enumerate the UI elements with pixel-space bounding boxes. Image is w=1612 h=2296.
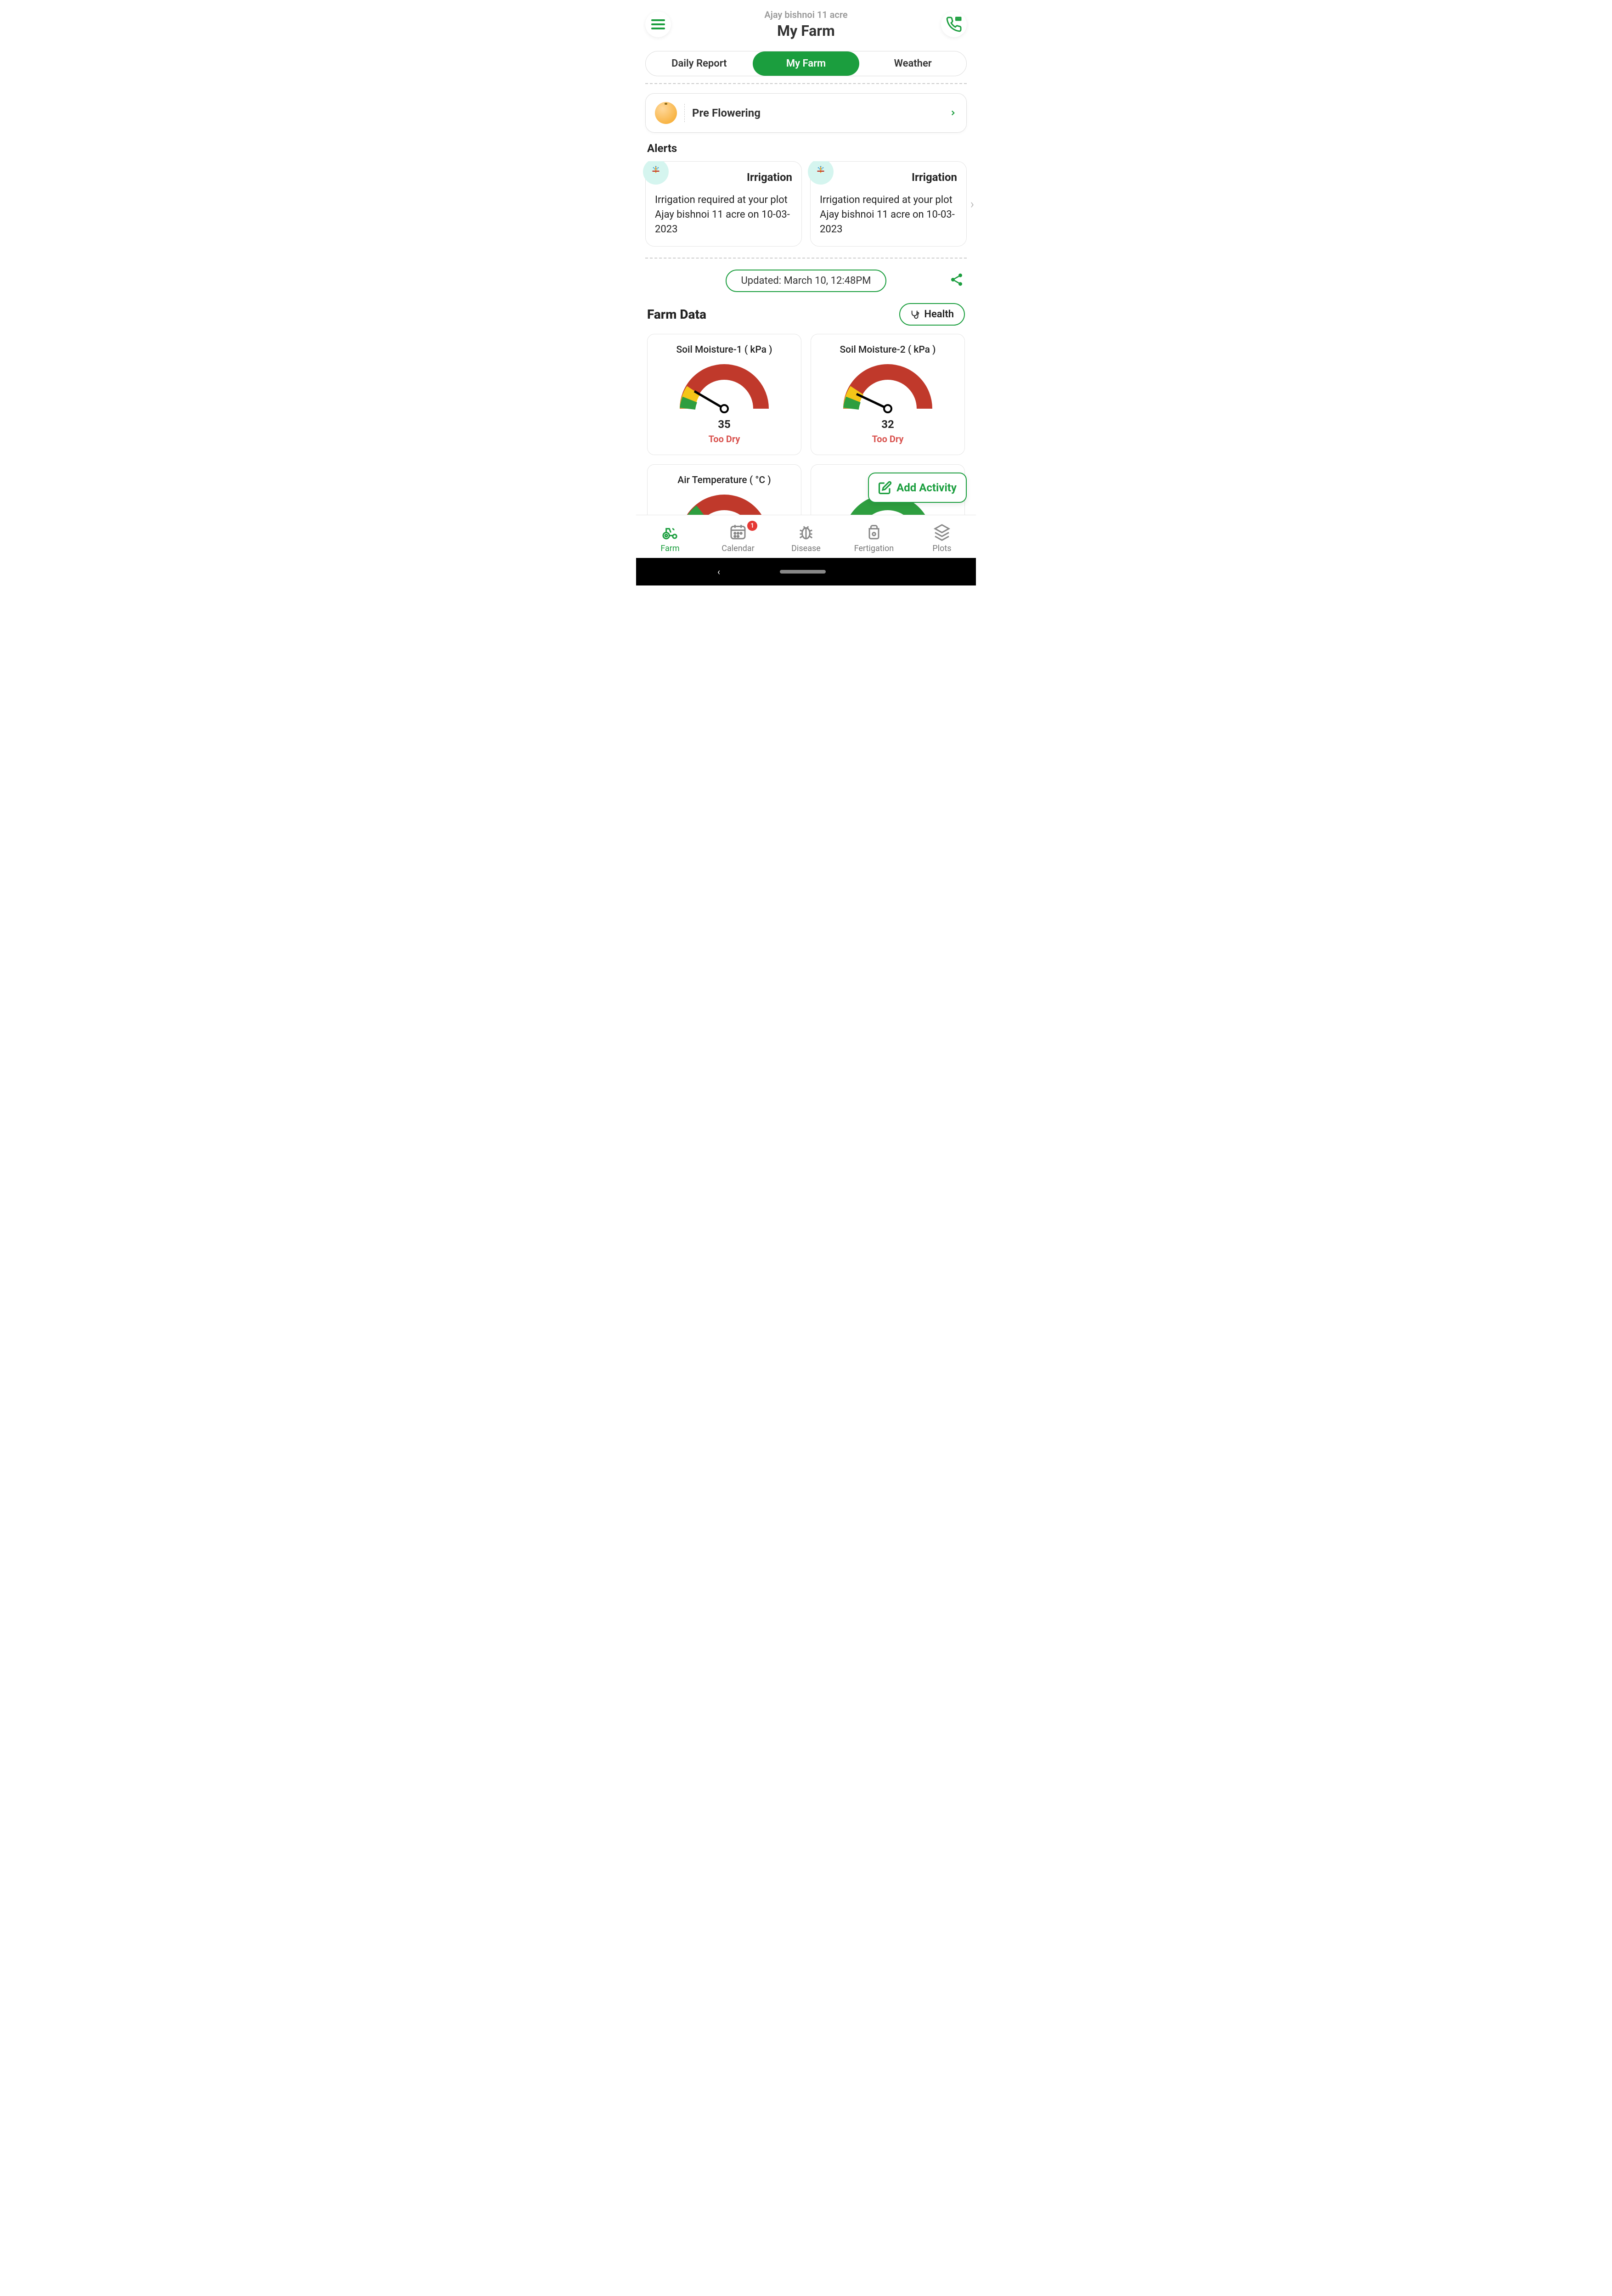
gauge-arc	[678, 363, 770, 413]
gauge-title: Air Temperature ( °C )	[656, 475, 793, 486]
nav-label: Disease	[791, 544, 821, 553]
nav-label: Fertigation	[854, 544, 894, 553]
alerts-heading: Alerts	[647, 142, 965, 155]
farm-name: Ajay bishnoi 11 acre	[671, 9, 941, 20]
gauge-card-soil-moisture-2[interactable]: Soil Moisture-2 ( kPa ) 32 Too Dry	[811, 334, 965, 455]
call-support-button[interactable]	[941, 11, 967, 37]
updated-timestamp: Updated: March 10, 12:48PM	[726, 270, 887, 292]
page-title: My Farm	[671, 22, 941, 39]
gauge-status: Too Dry	[819, 433, 956, 445]
stethoscope-icon	[910, 309, 920, 319]
gauges-grid: Soil Moisture-1 ( kPa ) 35 Too Dry Soil …	[636, 334, 976, 455]
gauge-card-air-temperature[interactable]: Air Temperature ( °C )	[647, 464, 801, 515]
view-tabs: Daily Report My Farm Weather	[645, 51, 967, 76]
carousel-next-icon[interactable]: ›	[970, 196, 974, 211]
tab-daily-report[interactable]: Daily Report	[646, 51, 753, 76]
gauge-title: Soil Moisture-1 ( kPa )	[656, 344, 793, 355]
crop-stage-card[interactable]: Pre Flowering	[645, 93, 967, 133]
nav-label: Calendar	[721, 544, 754, 553]
gauge-value: 35	[656, 418, 793, 431]
menu-button[interactable]	[645, 11, 671, 37]
alert-body: Irrigation required at your plot Ajay bi…	[820, 193, 957, 237]
chevron-right-icon	[949, 109, 957, 117]
app-header: Ajay bishnoi 11 acre My Farm	[636, 0, 976, 44]
nav-label: Farm	[660, 544, 679, 553]
gauge-arc	[842, 363, 934, 413]
health-label: Health	[924, 309, 954, 320]
add-activity-button[interactable]: Add Activity	[868, 473, 967, 503]
gauge-value: 32	[819, 418, 956, 431]
alert-title: Irrigation	[847, 171, 957, 184]
share-icon	[949, 272, 964, 287]
alert-card[interactable]: Irrigation Irrigation required at your p…	[645, 161, 802, 247]
nav-calendar[interactable]: 1 Calendar	[704, 523, 772, 553]
layers-icon	[933, 523, 951, 541]
nav-farm[interactable]: Farm	[636, 523, 704, 553]
alert-title: Irrigation	[682, 171, 792, 184]
divider	[645, 258, 967, 259]
tab-weather[interactable]: Weather	[859, 51, 966, 76]
crop-fruit-icon	[655, 102, 677, 124]
share-button[interactable]	[949, 272, 964, 289]
calendar-icon	[729, 523, 747, 541]
health-button[interactable]: Health	[899, 303, 965, 326]
android-system-bar: ‹	[636, 558, 976, 585]
android-home-pill[interactable]	[780, 570, 826, 574]
updated-row: Updated: March 10, 12:48PM	[645, 270, 967, 292]
bottom-nav: Farm 1 Calendar Disease Fertigation Plot…	[636, 515, 976, 558]
gauge-card-soil-moisture-1[interactable]: Soil Moisture-1 ( kPa ) 35 Too Dry	[647, 334, 801, 455]
nav-disease[interactable]: Disease	[772, 523, 840, 553]
fertilizer-icon	[865, 523, 883, 541]
nav-plots[interactable]: Plots	[908, 523, 976, 553]
hamburger-icon	[651, 19, 665, 29]
edit-icon	[878, 481, 892, 495]
vertical-divider	[684, 104, 685, 122]
farm-data-header: Farm Data Health	[647, 303, 965, 326]
header-center: Ajay bishnoi 11 acre My Farm	[671, 9, 941, 39]
gauge-arc	[678, 493, 770, 515]
nav-label: Plots	[932, 544, 951, 553]
farm-data-title: Farm Data	[647, 307, 706, 322]
android-back-icon[interactable]: ‹	[717, 566, 720, 577]
tab-my-farm[interactable]: My Farm	[753, 51, 860, 76]
alert-card[interactable]: Irrigation Irrigation required at your p…	[810, 161, 967, 247]
gauge-status: Too Dry	[656, 433, 793, 445]
phone-chat-icon	[946, 16, 962, 33]
alerts-carousel[interactable]: Irrigation Irrigation required at your p…	[636, 161, 976, 247]
crop-stage-label: Pre Flowering	[692, 107, 941, 119]
tractor-icon	[661, 523, 679, 541]
alert-body: Irrigation required at your plot Ajay bi…	[655, 193, 792, 237]
divider	[645, 83, 967, 84]
calendar-badge: 1	[747, 521, 757, 531]
gauge-title: Soil Moisture-2 ( kPa )	[819, 344, 956, 355]
add-activity-label: Add Activity	[896, 481, 957, 494]
bug-icon	[797, 523, 815, 541]
nav-fertigation[interactable]: Fertigation	[840, 523, 908, 553]
